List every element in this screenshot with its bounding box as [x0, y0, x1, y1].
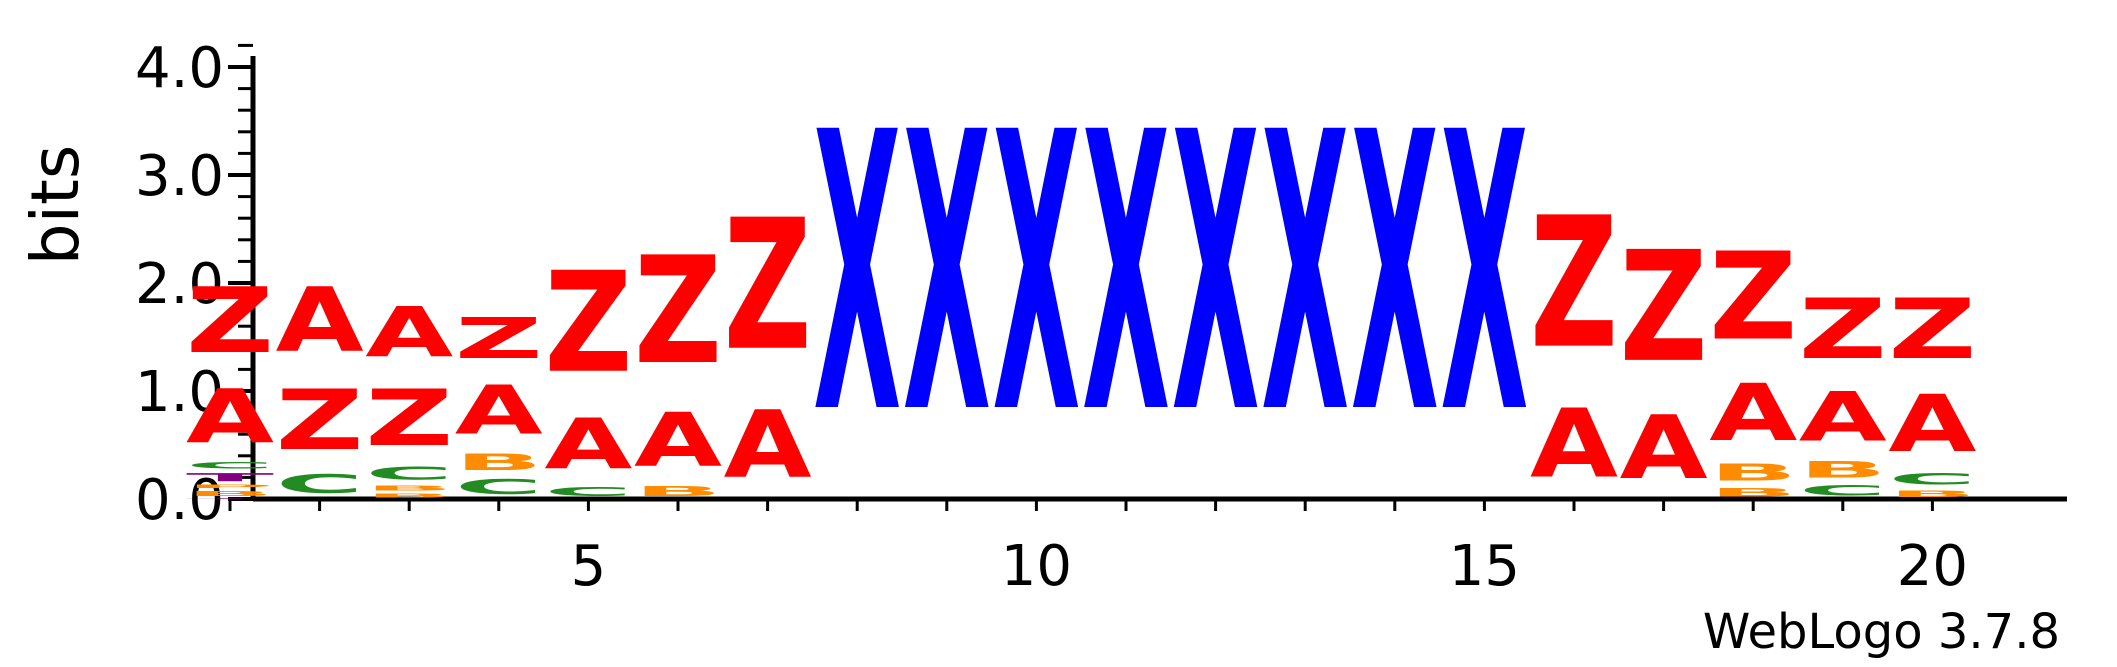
- y-minor-ticks: [228, 43, 253, 501]
- logo-glyph-a: A: [724, 392, 812, 499]
- logo-glyph-x: X: [1440, 52, 1528, 498]
- logo-glyph-b: B: [1799, 457, 1887, 483]
- logo-glyph-c: C: [455, 475, 543, 499]
- logo-glyph-z: Z: [1530, 180, 1618, 389]
- logo-glyph-b: B: [365, 493, 453, 499]
- x-tick-label: 20: [1897, 534, 1968, 599]
- x-tick-label: 10: [1001, 534, 1072, 599]
- x-ticks: 5 10 15 20: [228, 499, 1968, 599]
- y-tick-label: 2.0: [135, 252, 224, 317]
- logo-glyph-a: A: [1530, 389, 1618, 499]
- logo-glyph-a: A: [186, 374, 274, 460]
- logo-glyph-x: X: [813, 52, 901, 498]
- logo-glyph-c: C: [1888, 470, 1976, 488]
- weblogo-credit: WebLogo 3.7.8: [1703, 604, 2060, 660]
- y-tick-label: 1.0: [135, 360, 224, 425]
- logo-glyph-a: A: [276, 269, 364, 372]
- logo-glyph-a: A: [365, 294, 453, 373]
- logo-glyph-a: A: [1888, 379, 1976, 471]
- logo-glyph-b: B: [455, 449, 543, 475]
- y-tick-labels: 0.0 1.0 2.0 3.0 4.0: [135, 36, 224, 533]
- x-tick-label: 5: [571, 534, 607, 599]
- logo-glyph-z: Z: [276, 371, 364, 468]
- logo-glyph-z: Z: [1709, 228, 1797, 367]
- logo-glyph-a: A: [1709, 368, 1797, 460]
- logo-glyph-b: B: [1888, 488, 1976, 499]
- logo-glyph-c: C: [365, 464, 453, 484]
- logo-glyph-a: A: [544, 405, 632, 485]
- logo-glyph-c: C: [544, 485, 632, 499]
- logo-glyph-x: X: [1351, 52, 1439, 498]
- logo-glyph-z: Z: [1799, 281, 1887, 378]
- logo-glyph-z: Z: [1620, 219, 1708, 396]
- y-tick-label: 0.0: [135, 468, 224, 533]
- y-tick-label: 4.0: [135, 36, 224, 101]
- logo-glyph-p: P: [186, 484, 274, 489]
- logo-glyph-b: B: [186, 489, 274, 498]
- logo-glyph-c: C: [276, 469, 364, 499]
- logo-glyph-z: Z: [186, 269, 274, 374]
- logo-glyph-b: B: [1709, 486, 1797, 499]
- y-tick-label: 3.0: [135, 144, 224, 209]
- logo-glyph-x: X: [1172, 52, 1260, 498]
- logo-glyph-b: B: [1709, 459, 1797, 486]
- logo-glyph-x: X: [992, 52, 1080, 498]
- logo-glyph-c: C: [1799, 483, 1887, 499]
- logo-glyph-b: B: [634, 484, 722, 499]
- logo-glyph-z: Z: [365, 373, 453, 464]
- y-axis-label: bits: [17, 145, 94, 266]
- logo-glyph-z: Z: [455, 306, 543, 371]
- x-tick-label: 15: [1449, 534, 1520, 599]
- logo-glyph-a: A: [1620, 397, 1708, 499]
- logo-glyph-x: X: [1082, 52, 1170, 498]
- logo-glyph-a: A: [634, 398, 722, 484]
- logo-glyph-z: Z: [634, 225, 722, 397]
- logo-glyph-x: X: [1261, 52, 1349, 498]
- logo-glyph-c: C: [186, 460, 274, 471]
- logo-glyph-z: Z: [544, 242, 632, 404]
- logo-glyph-a: A: [455, 372, 543, 449]
- logo-glyph-t: T: [186, 471, 274, 484]
- logo-glyph-b: B: [365, 484, 453, 493]
- logo-glyph-a: A: [1799, 379, 1887, 458]
- logo-glyph-z: Z: [1888, 281, 1976, 378]
- logo-glyph-x: X: [903, 52, 991, 498]
- logo-glyph-z: Z: [724, 182, 812, 391]
- logo-glyph-t: T: [186, 498, 274, 499]
